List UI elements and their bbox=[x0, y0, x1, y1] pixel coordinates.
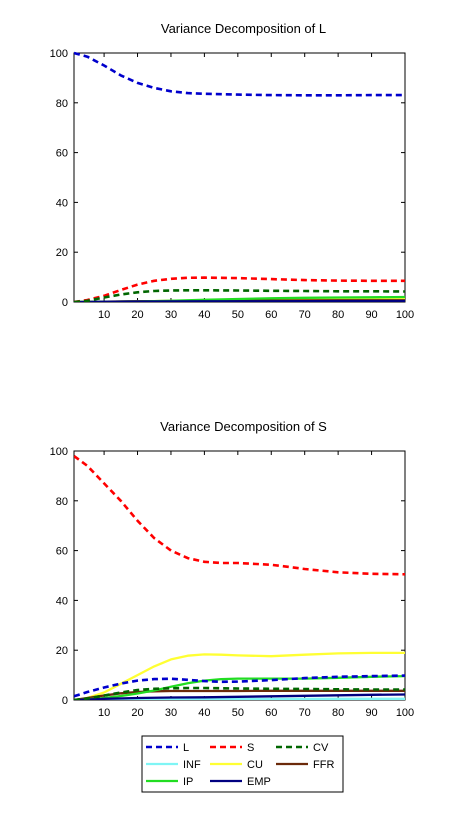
x-tick-label: 40 bbox=[198, 309, 210, 321]
x-tick-label: 20 bbox=[131, 309, 143, 321]
y-tick-label: 40 bbox=[56, 197, 68, 209]
x-tick-label: 40 bbox=[198, 707, 210, 719]
y-tick-label: 40 bbox=[56, 595, 68, 607]
x-tick-label: 10 bbox=[98, 707, 110, 719]
x-tick-label: 50 bbox=[232, 309, 244, 321]
series-line-cv bbox=[74, 686, 405, 700]
y-tick-label: 80 bbox=[56, 98, 68, 110]
chart-variance-decomposition-of-s: Variance Decomposition of S 0 20 40 60 80 100 1… bbox=[50, 419, 415, 719]
x-tick-label: 100 bbox=[396, 309, 414, 321]
plot-frame bbox=[73, 52, 406, 303]
x-tick-label: 30 bbox=[165, 707, 177, 719]
y-tick-label: 60 bbox=[56, 148, 68, 160]
y-tick-label: 80 bbox=[56, 496, 68, 508]
y-tick-label: 100 bbox=[50, 446, 68, 458]
series-line-cu bbox=[74, 651, 405, 700]
series-line-l bbox=[74, 674, 405, 698]
legend-item-s: S bbox=[210, 742, 254, 754]
legend-item-inf: INF bbox=[146, 759, 201, 771]
series-line-l bbox=[74, 51, 405, 97]
chart-variance-decomposition-of-l: Variance Decomposition of L 0 20 40 60 80 100 1… bbox=[50, 21, 415, 321]
x-tick-label: 70 bbox=[299, 707, 311, 719]
chart-title: Variance Decomposition of L bbox=[161, 21, 326, 36]
legend-label: IP bbox=[183, 776, 193, 788]
series-line-inf bbox=[74, 697, 405, 700]
y-tick-label: 0 bbox=[62, 297, 68, 309]
legend-item-cv: CV bbox=[276, 742, 329, 754]
x-tick-label: 60 bbox=[265, 707, 277, 719]
x-tick-label: 70 bbox=[299, 309, 311, 321]
x-tick-label: 20 bbox=[131, 707, 143, 719]
chart-title: Variance Decomposition of S bbox=[160, 419, 327, 434]
legend: L S CV INF CU FFR IP EMP bbox=[141, 735, 344, 793]
legend-label: INF bbox=[183, 759, 201, 771]
legend-item-ffr: FFR bbox=[276, 759, 334, 771]
series-line-emp bbox=[74, 693, 405, 700]
x-tick-label: 80 bbox=[332, 707, 344, 719]
legend-label: FFR bbox=[313, 759, 334, 771]
legend-label: CU bbox=[247, 759, 263, 771]
legend-label: L bbox=[183, 742, 189, 754]
x-tick-label: 60 bbox=[265, 309, 277, 321]
x-tick-label: 10 bbox=[98, 309, 110, 321]
x-tick-label: 30 bbox=[165, 309, 177, 321]
y-tick-label: 20 bbox=[56, 645, 68, 657]
x-tick-label: 50 bbox=[232, 707, 244, 719]
legend-item-emp: EMP bbox=[210, 776, 271, 788]
x-tick-label: 100 bbox=[396, 707, 414, 719]
legend-label: S bbox=[247, 742, 254, 754]
series-line-s bbox=[74, 454, 405, 576]
y-tick-label: 0 bbox=[62, 695, 68, 707]
x-tick-label: 90 bbox=[365, 707, 377, 719]
plot-frame bbox=[73, 450, 406, 701]
x-tick-label: 90 bbox=[365, 309, 377, 321]
y-tick-label: 60 bbox=[56, 546, 68, 558]
y-tick-label: 100 bbox=[50, 48, 68, 60]
legend-label: EMP bbox=[247, 776, 271, 788]
legend-item-cu: CU bbox=[210, 759, 263, 771]
legend-label: CV bbox=[313, 742, 329, 754]
legend-item-ip: IP bbox=[146, 776, 193, 788]
legend-item-l: L bbox=[146, 742, 189, 754]
x-tick-label: 80 bbox=[332, 309, 344, 321]
y-tick-label: 20 bbox=[56, 247, 68, 259]
series-line-ffr bbox=[74, 689, 405, 700]
series-line-cv bbox=[74, 288, 405, 302]
series-line-ip bbox=[74, 674, 405, 700]
series-line-emp bbox=[74, 299, 405, 302]
